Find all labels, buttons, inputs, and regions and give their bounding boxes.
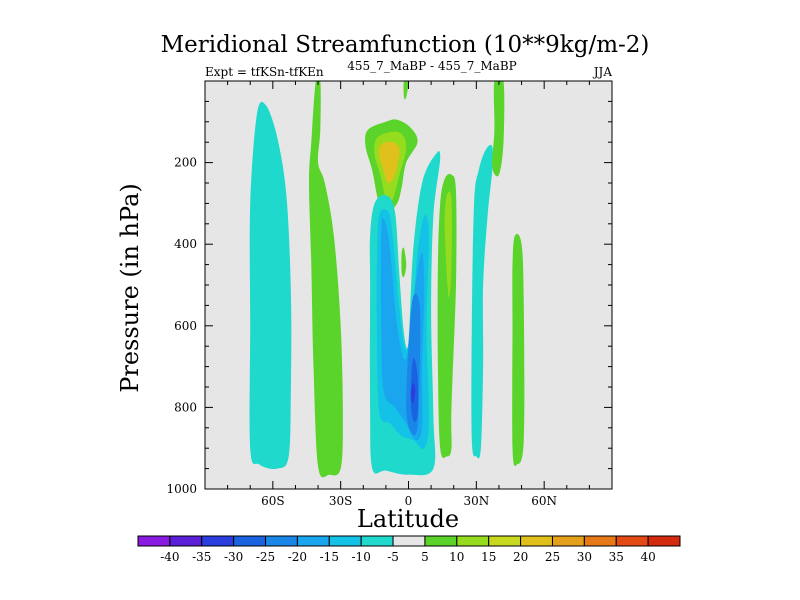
region-42n-green bbox=[492, 81, 505, 177]
subtitle-right: JJA bbox=[592, 65, 613, 79]
colorbar-swatch bbox=[456, 535, 490, 547]
x-tick-label: 30S bbox=[329, 494, 353, 508]
colorbar-swatch bbox=[488, 535, 522, 547]
colorbar-label: -10 bbox=[352, 550, 371, 564]
region-15n-yellow bbox=[444, 191, 452, 298]
colorbar-swatch bbox=[233, 535, 267, 547]
x-axis-ticks: 60S 30S 0 30N 60N bbox=[227, 81, 590, 508]
region-upper-orange bbox=[378, 141, 400, 184]
region-45s-green bbox=[309, 81, 343, 478]
colorbar-swatch bbox=[328, 535, 362, 547]
colorbar-swatch bbox=[201, 535, 235, 547]
y-axis-label: Pressure (in hPa) bbox=[116, 183, 144, 393]
y-axis-ticks: 200 400 600 800 1000 bbox=[166, 100, 612, 496]
colorbar-swatch bbox=[169, 535, 203, 547]
y-tick-label: 200 bbox=[174, 156, 197, 170]
colorbar-label: -15 bbox=[320, 550, 339, 564]
colorbar-label: -40 bbox=[160, 550, 179, 564]
y-tick-label: 800 bbox=[174, 400, 197, 414]
subtitle-left: Expt = tfKSn-tfKEn bbox=[205, 65, 324, 79]
colorbar-label: -5 bbox=[387, 550, 399, 564]
colorbar-swatch bbox=[424, 535, 458, 547]
colorbar-swatch bbox=[296, 535, 330, 547]
colorbar-label: 25 bbox=[545, 550, 560, 564]
colorbar-label: -30 bbox=[224, 550, 243, 564]
colorbar-label: 30 bbox=[577, 550, 592, 564]
region-60s-cyan bbox=[249, 101, 292, 470]
colorbar-swatch bbox=[520, 535, 553, 547]
y-tick-label: 400 bbox=[174, 237, 197, 251]
contour-regions bbox=[249, 81, 525, 478]
colorbar-swatch bbox=[265, 535, 298, 547]
colorbar-label: 35 bbox=[609, 550, 624, 564]
colorbar-swatch bbox=[615, 535, 649, 547]
colorbar: -40 -35 -30 -25 -20 -15 -10 -5 5 10 15 20 25 30 35 40 bbox=[137, 535, 681, 564]
colorbar-swatch bbox=[392, 535, 426, 547]
colorbar-swatch bbox=[551, 535, 585, 547]
x-tick-label: 60N bbox=[531, 494, 557, 508]
region-center-darkest-blue bbox=[410, 382, 416, 404]
y-tick-label: 1000 bbox=[166, 482, 197, 496]
colorbar-label: -20 bbox=[288, 550, 307, 564]
colorbar-swatch bbox=[583, 535, 617, 547]
region-35n-cyan bbox=[471, 144, 493, 459]
region-top-green bbox=[403, 81, 409, 100]
region-48n-green bbox=[512, 234, 525, 467]
x-axis-label: Latitude bbox=[357, 505, 459, 533]
colorbar-swatch bbox=[137, 535, 171, 547]
colorbar-swatch bbox=[647, 535, 681, 547]
colorbar-label: -25 bbox=[256, 550, 275, 564]
colorbar-label: 10 bbox=[449, 550, 464, 564]
region-15n-green bbox=[437, 173, 457, 458]
chart-title: Meridional Streamfunction (10**9kg/m-2) bbox=[161, 32, 650, 58]
x-tick-label: 30N bbox=[463, 494, 489, 508]
y-tick-label: 600 bbox=[174, 319, 197, 333]
colorbar-label: 15 bbox=[481, 550, 496, 564]
colorbar-label: 20 bbox=[513, 550, 528, 564]
colorbar-label: -35 bbox=[192, 550, 211, 564]
x-tick-label: 0 bbox=[405, 494, 413, 508]
region-center-green-blob bbox=[401, 247, 407, 278]
subtitle-center: 455_7_MaBP - 455_7_MaBP bbox=[347, 59, 516, 73]
colorbar-swatch bbox=[360, 535, 394, 547]
colorbar-label: 5 bbox=[421, 550, 429, 564]
x-tick-label: 60S bbox=[261, 494, 285, 508]
colorbar-label: 40 bbox=[640, 550, 655, 564]
